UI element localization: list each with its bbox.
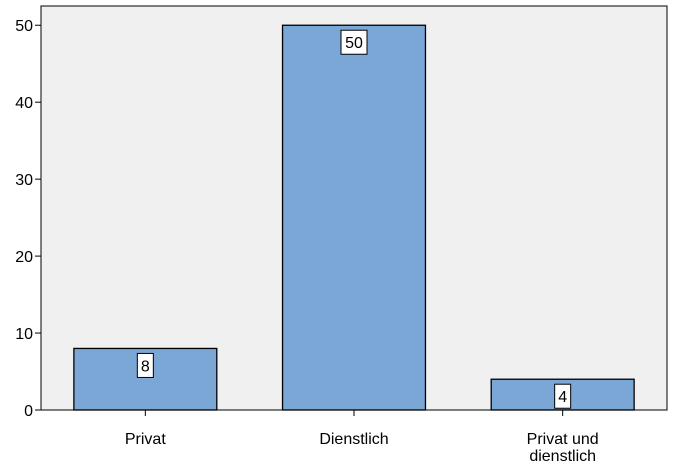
y-tick-label: 10 xyxy=(15,326,33,343)
data-label-box xyxy=(340,29,368,55)
x-axis: Privat Dienstlich Privat und dienstlich xyxy=(41,409,667,465)
data-label-text: 4 xyxy=(558,389,567,406)
bar-2 xyxy=(281,24,427,411)
y-tick-label: 0 xyxy=(24,403,33,420)
y-tick-label: 20 xyxy=(15,249,33,266)
y-tick-label: 30 xyxy=(15,172,33,189)
x-tick-label: Privat und dienstlich xyxy=(527,431,599,465)
bars-group: 8 50 4 xyxy=(73,24,635,411)
data-label-text: 50 xyxy=(345,35,363,52)
data-label-3: 4 xyxy=(554,383,572,409)
data-label-text: 8 xyxy=(141,358,150,375)
y-axis: 0 10 20 30 40 50 xyxy=(15,6,42,420)
data-label-box xyxy=(136,352,154,378)
data-label-box xyxy=(554,383,572,409)
y-tick-label: 50 xyxy=(15,18,33,35)
y-tick-label: 40 xyxy=(15,95,33,112)
data-label-2: 50 xyxy=(340,29,368,55)
data-label-1: 8 xyxy=(136,352,154,378)
x-tick-label: Dienstlich xyxy=(319,431,388,448)
x-tick-label: Privat xyxy=(125,431,166,448)
